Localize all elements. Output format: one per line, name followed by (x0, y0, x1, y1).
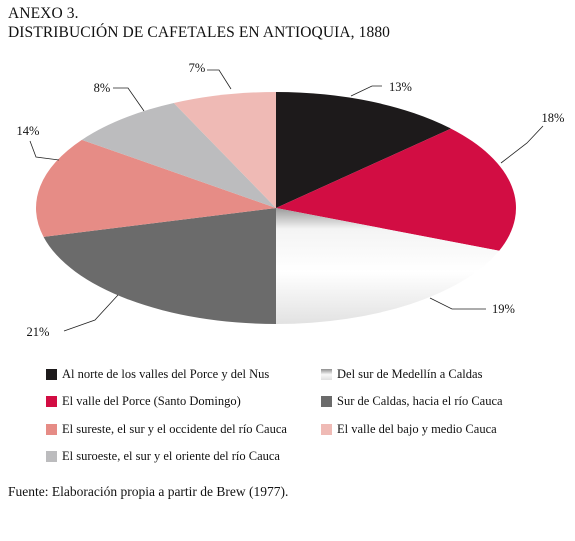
pie-slice-al-norte-de-los-valles-del-porce-y-del-nus (276, 91, 451, 208)
legend-item-el-valle-del-bajo-y-medio-cauca: El valle del bajo y medio Cauca (321, 422, 497, 437)
slice-label-del-sur-de-medellin-a-caldas: 19% (492, 302, 515, 316)
pie-chart: 13% 18% 19% 21% 14% 8% 7% (17, 61, 565, 339)
slice-label-el-valle-del-bajo-y-medio-cauca: 7% (189, 61, 206, 75)
pie-slice-el-sureste-el-sur-y-el-occidente-del-rio-cauca (36, 139, 277, 237)
leader-line-el-valle-del-porce-santo-domingo (500, 125, 544, 164)
legend-label: El suroeste, el sur y el oriente del río… (62, 449, 280, 463)
legend-item-el-suroeste-el-sur-y-el-oriente-del-rio-cauca: El suroeste, el sur y el oriente del río… (46, 449, 280, 464)
leader-line-el-valle-del-bajo-y-medio-cauca (207, 69, 232, 90)
pie-slice-el-suroeste-el-sur-y-el-oriente-del-rio-cauca (81, 103, 276, 208)
legend-swatch (46, 369, 57, 380)
annex-number: ANEXO 3. (8, 5, 79, 22)
legend-swatch (46, 424, 57, 435)
leader-line-el-suroeste-el-sur-y-el-oriente-del-rio-cauca (113, 87, 145, 112)
legend-label: Sur de Caldas, hacia el río Cauca (337, 394, 503, 408)
legend-label: El sureste, el sur y el occidente del rí… (62, 422, 287, 436)
legend-item-del-sur-de-medellin-a-caldas: Del sur de Medellín a Caldas (321, 367, 482, 382)
legend-label: Del sur de Medellín a Caldas (337, 367, 483, 381)
legend-item-el-valle-del-porce-santo-domingo: El valle del Porce (Santo Domingo) (46, 394, 241, 409)
legend-swatch (46, 396, 57, 407)
slice-label-al-norte-de-los-valles-del-porce-y-del-nus: 13% (389, 80, 412, 94)
legend-swatch (46, 451, 57, 462)
leader-line-del-sur-de-medellin-a-caldas (429, 297, 486, 310)
pie-slice-sur-de-caldas-hacia-el-rio-cauca (43, 208, 276, 324)
pie-slice-del-sur-de-medellin-a-caldas (276, 208, 500, 324)
legend-swatch (321, 424, 332, 435)
legend-swatch (321, 369, 332, 380)
legend-label: El valle del bajo y medio Cauca (337, 422, 497, 436)
legend-swatch (321, 396, 332, 407)
leader-line-sur-de-caldas-hacia-el-rio-cauca (63, 294, 119, 332)
legend-label: Al norte de los valles del Porce y del N… (62, 367, 270, 381)
leader-line-el-sureste-el-sur-y-el-occidente-del-rio-cauca (29, 140, 60, 161)
slice-label-el-sureste-el-sur-y-el-occidente-del-rio-cauca: 14% (17, 124, 40, 138)
legend-item-sur-de-caldas-hacia-el-rio-cauca: Sur de Caldas, hacia el río Cauca (321, 394, 503, 409)
pie-slice-el-valle-del-bajo-y-medio-cauca (173, 92, 276, 208)
slice-label-el-valle-del-porce-santo-domingo: 18% (542, 111, 565, 125)
legend-label: El valle del Porce (Santo Domingo) (62, 394, 241, 408)
legend-item-al-norte-de-los-valles-del-porce-y-del-nus: Al norte de los valles del Porce y del N… (46, 367, 269, 382)
slice-label-sur-de-caldas-hacia-el-rio-cauca: 21% (27, 325, 50, 339)
leader-line-al-norte-de-los-valles-del-porce-y-del-nus (350, 85, 382, 97)
slice-label-el-suroeste-el-sur-y-el-oriente-del-rio-cauca: 8% (94, 81, 111, 95)
pie-slice-el-valle-del-porce-santo-domingo (276, 128, 517, 251)
source-note: Fuente: Elaboración propia a partir de B… (8, 484, 289, 499)
chart-title: DISTRIBUCIÓN DE CAFETALES EN ANTIOQUIA, … (8, 24, 391, 41)
legend-item-el-sureste-el-sur-y-el-occidente-del-rio-cauca: El sureste, el sur y el occidente del rí… (46, 422, 287, 437)
